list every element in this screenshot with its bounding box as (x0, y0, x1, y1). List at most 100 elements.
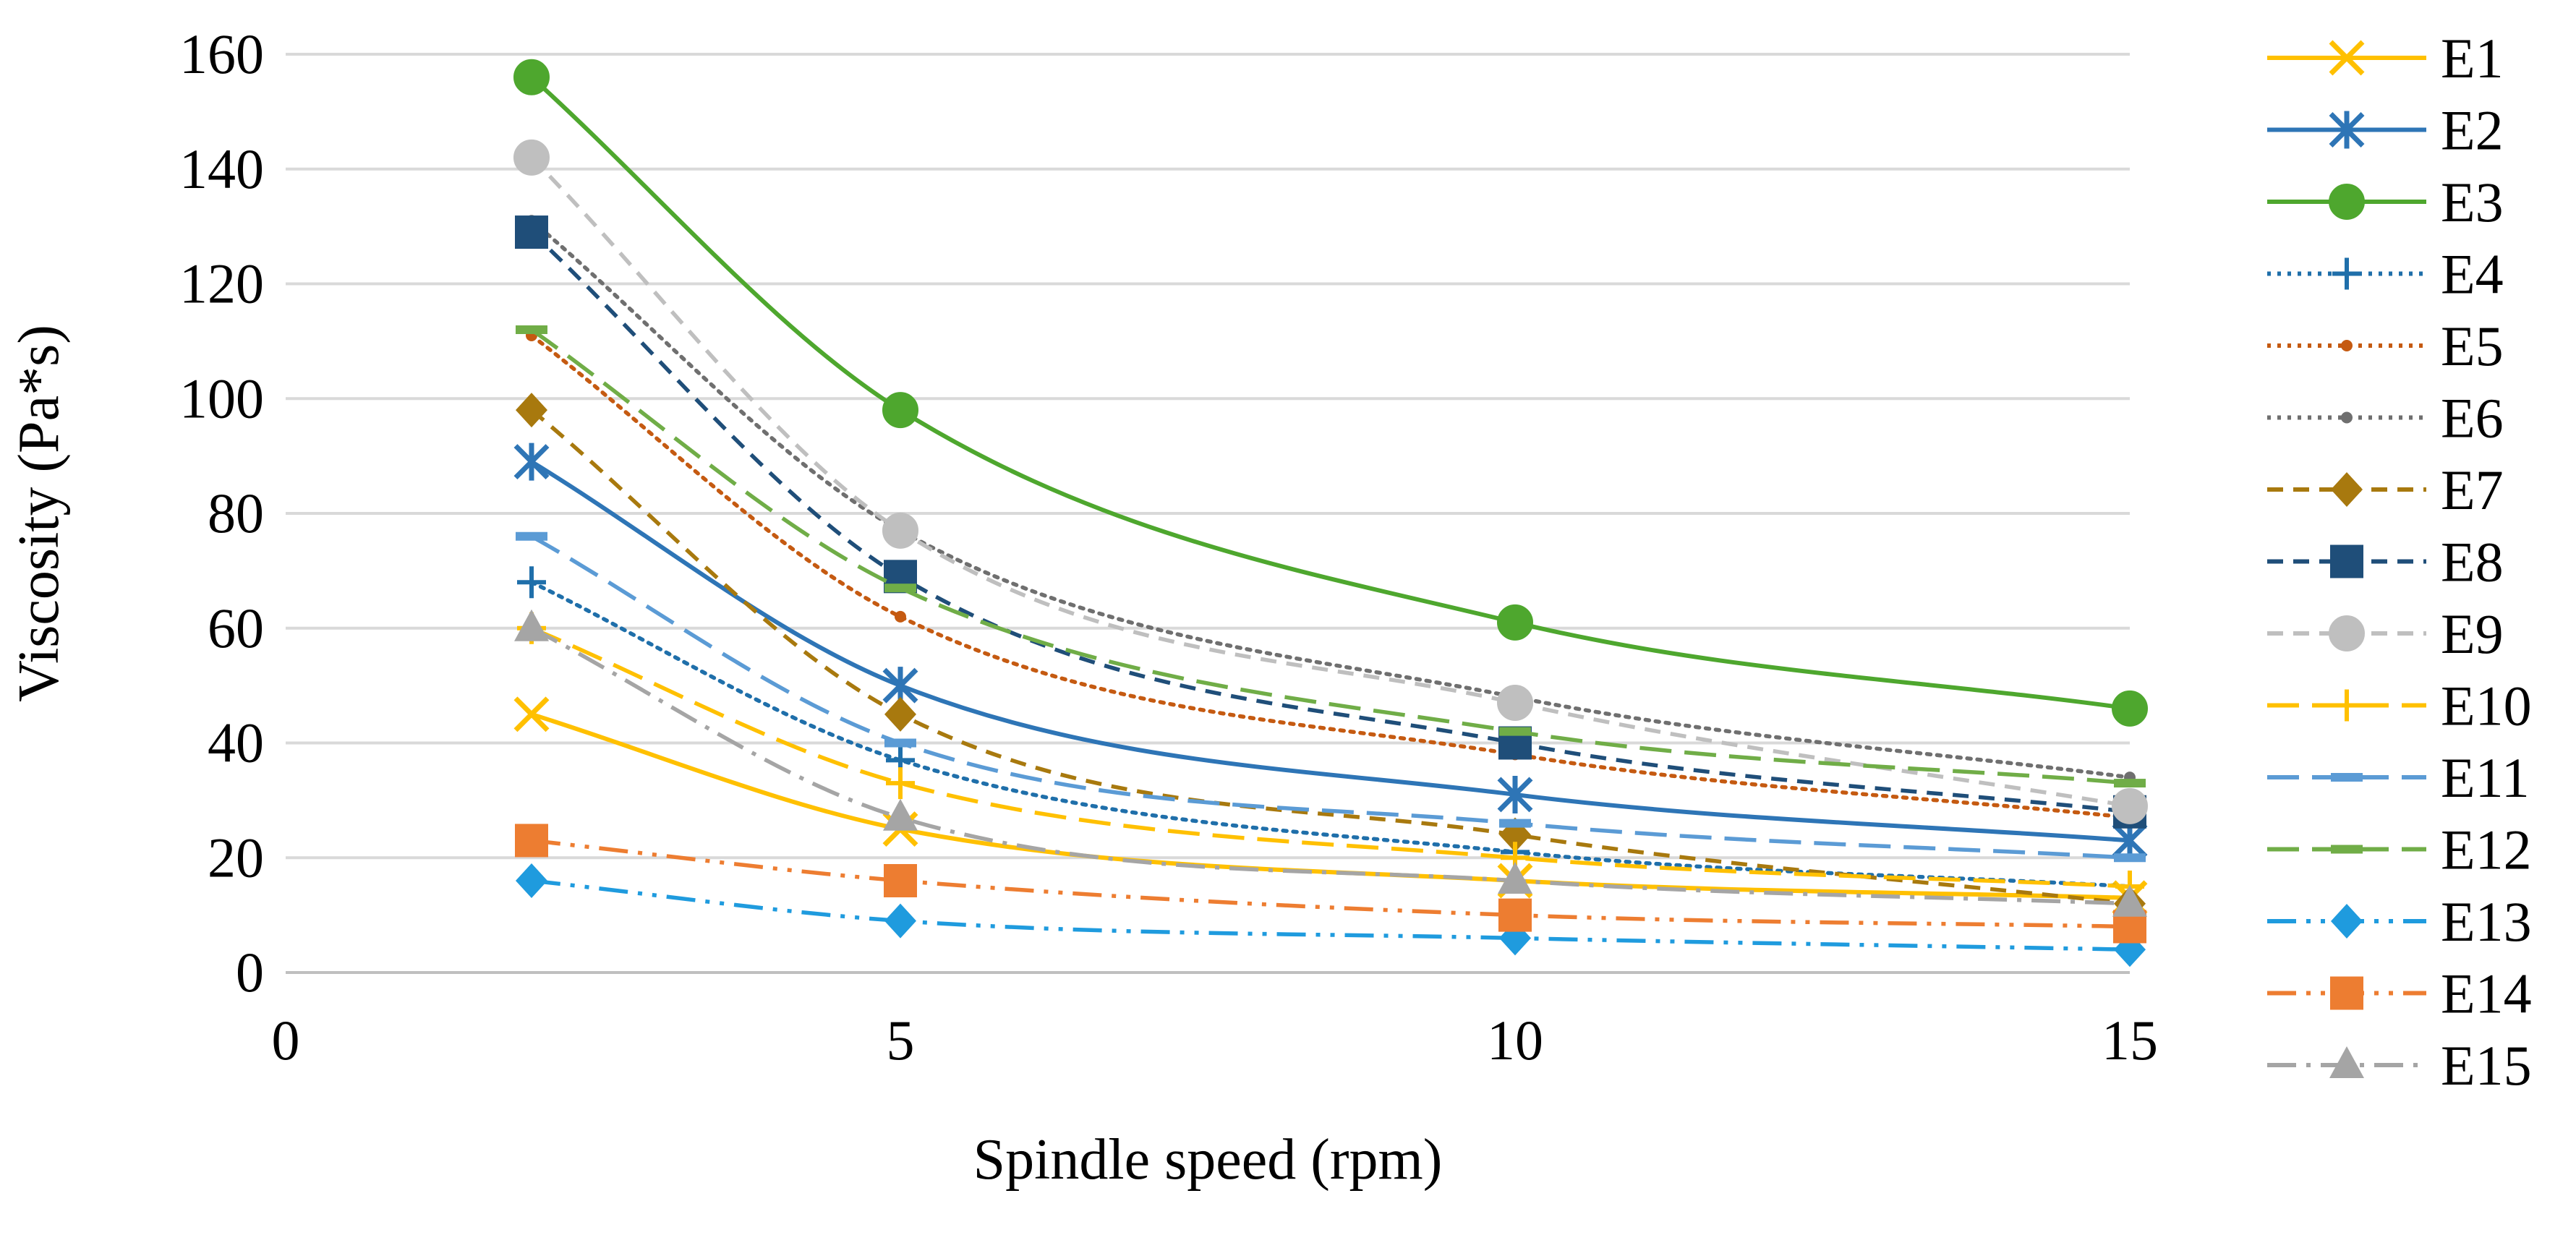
y-tick-label: 120 (179, 252, 264, 315)
y-tick-label: 140 (179, 137, 264, 200)
data-point-e4 (517, 566, 546, 599)
series-line-e11 (530, 534, 2131, 860)
data-point-e12 (884, 584, 916, 593)
series-e15 (514, 609, 2147, 917)
data-point-e8 (515, 215, 548, 249)
series-e11 (516, 531, 2146, 863)
legend-item-e12: E12 (2267, 819, 2532, 881)
series-line-e12 (530, 328, 2131, 785)
legend-marker (2332, 689, 2361, 722)
legend-marker (2331, 773, 2363, 782)
data-point-e13 (884, 903, 916, 939)
legend-marker (2332, 257, 2361, 290)
series-e6 (526, 215, 2136, 784)
series-line-e9 (530, 155, 2131, 808)
data-point-e9 (1497, 684, 1533, 721)
data-point-e5 (895, 610, 906, 623)
y-tick-label: 60 (208, 597, 264, 659)
series-line-e15 (530, 626, 2131, 906)
data-point-e11 (1499, 819, 1531, 828)
axes: 0 20 40 60 80 100 120 140 160 0 5 10 15 (179, 22, 2158, 1072)
series-e13 (516, 863, 2146, 967)
data-point-e14 (884, 864, 917, 897)
legend-item-e10: E10 (2267, 675, 2532, 738)
legend-label: E9 (2441, 602, 2504, 665)
legend-marker (2329, 1046, 2364, 1078)
legend-label: E14 (2441, 962, 2532, 1025)
legend-item-e7: E7 (2267, 458, 2504, 521)
legend-label: E3 (2441, 171, 2504, 234)
series-line-e8 (530, 231, 2131, 814)
legend-label: E10 (2441, 675, 2532, 738)
legend-item-e6: E6 (2267, 387, 2504, 450)
series-group (513, 59, 2148, 967)
series-e12 (516, 325, 2146, 788)
legend-label: E5 (2441, 315, 2504, 377)
x-tick-label: 15 (2102, 1009, 2158, 1072)
series-line-e7 (530, 409, 2131, 906)
data-point-e15 (883, 798, 918, 831)
data-point-e3 (882, 392, 918, 429)
data-point-e9 (513, 139, 550, 176)
data-point-e15 (514, 609, 549, 641)
x-tick-label: 5 (887, 1009, 915, 1072)
data-point-e3 (2112, 690, 2148, 727)
legend-label: E13 (2441, 890, 2532, 953)
series-line-e2 (530, 459, 2131, 843)
series-e3 (513, 59, 2148, 727)
legend-label: E7 (2441, 458, 2504, 521)
legend-item-e4: E4 (2267, 243, 2504, 306)
data-point-e3 (513, 59, 550, 95)
y-axis-title: Viscosity (Pa*s) (7, 325, 71, 702)
data-point-e9 (2112, 787, 2148, 824)
y-tick-label: 0 (236, 941, 264, 1004)
y-tick-label: 40 (208, 711, 264, 774)
data-point-e3 (1497, 604, 1533, 641)
data-point-e2 (1497, 775, 1533, 813)
legend-marker (2330, 544, 2363, 578)
legend-item-e2: E2 (2267, 99, 2504, 162)
data-point-e14 (1498, 898, 1532, 932)
legend-marker (2330, 976, 2363, 1010)
series-line-e13 (531, 879, 2131, 952)
legend-marker (2329, 184, 2365, 220)
y-tick-label: 20 (208, 826, 264, 889)
series-line-e5 (529, 333, 2132, 820)
data-point-e11 (516, 531, 547, 541)
series-e5 (526, 329, 2136, 824)
legend-label: E1 (2441, 27, 2504, 90)
legend-label: E15 (2441, 1034, 2532, 1097)
series-line-e3 (529, 75, 2131, 711)
data-point-e14 (515, 824, 548, 858)
series-e9 (513, 139, 2148, 824)
series-e7 (516, 393, 2146, 921)
data-point-e15 (1498, 862, 1532, 894)
data-point-e12 (516, 325, 547, 334)
x-axis-title: Spindle speed (rpm) (973, 1128, 1443, 1192)
legend-item-e11: E11 (2267, 746, 2530, 809)
legend-item-e5: E5 (2267, 315, 2504, 377)
data-point-e11 (2114, 853, 2146, 863)
data-point-e12 (2114, 779, 2146, 788)
legend: E1 E2 E3 E4 E5 E6 E7 E8 E9 E10 E11 E12 E13 E14 E15 (2267, 27, 2532, 1097)
data-point-e10 (886, 767, 915, 800)
legend-label: E8 (2441, 531, 2504, 594)
legend-marker (2341, 340, 2353, 351)
legend-label: E4 (2441, 243, 2504, 306)
data-point-e9 (882, 512, 918, 549)
series-line-e6 (529, 218, 2132, 779)
legend-marker (2341, 411, 2353, 424)
legend-marker (2331, 904, 2363, 939)
data-point-e7 (516, 393, 547, 428)
legend-item-e1: E1 (2267, 27, 2504, 90)
y-tick-label: 100 (179, 367, 264, 430)
legend-marker (2329, 40, 2365, 76)
y-tick-label: 80 (208, 482, 264, 544)
legend-item-e13: E13 (2267, 890, 2532, 953)
legend-label: E11 (2441, 746, 2530, 809)
data-point-e7 (884, 696, 916, 732)
legend-item-e15: E15 (2267, 1034, 2532, 1097)
legend-item-e14: E14 (2267, 962, 2532, 1025)
x-tick-label: 0 (272, 1009, 300, 1072)
legend-item-e8: E8 (2267, 531, 2504, 594)
